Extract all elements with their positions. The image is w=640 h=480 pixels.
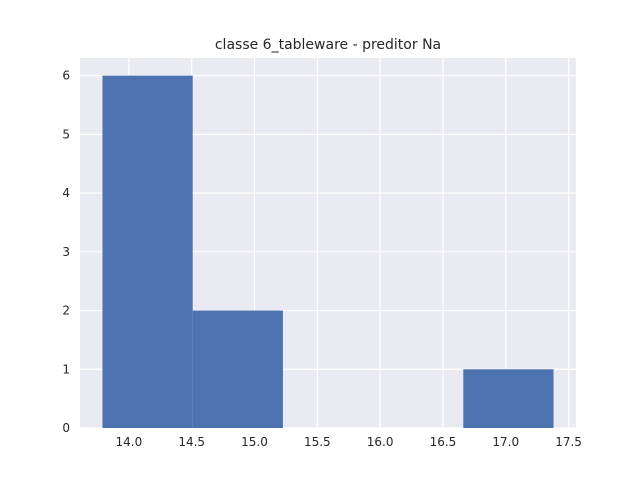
x-tick-label: 17.5 [555,435,582,449]
axis-ticks: 14.0 14.5 15.0 15.5 16.0 16.5 17.0 17.5 0 1 2 3 4 5 6 [62,69,582,449]
histogram-bar-1 [192,310,283,428]
x-tick-label: 16.0 [367,435,394,449]
histogram-bars [102,75,554,428]
y-tick-label: 4 [62,186,70,200]
y-tick-label: 6 [62,69,70,83]
x-tick-label: 15.0 [241,435,268,449]
x-tick-label: 15.5 [304,435,331,449]
x-tick-label: 17.0 [492,435,519,449]
x-tick-label: 16.5 [430,435,457,449]
x-tick-label: 14.5 [178,435,205,449]
y-tick-label: 3 [62,245,70,259]
histogram-bar-0 [102,75,193,428]
x-tick-label: 14.0 [116,435,143,449]
chart-title: classe 6_tableware - preditor Na [215,37,441,53]
y-tick-label: 2 [62,304,70,318]
y-tick-label: 1 [62,362,70,376]
histogram-bar-4 [463,369,554,428]
y-tick-label: 0 [62,421,70,435]
y-tick-label: 5 [62,127,70,141]
